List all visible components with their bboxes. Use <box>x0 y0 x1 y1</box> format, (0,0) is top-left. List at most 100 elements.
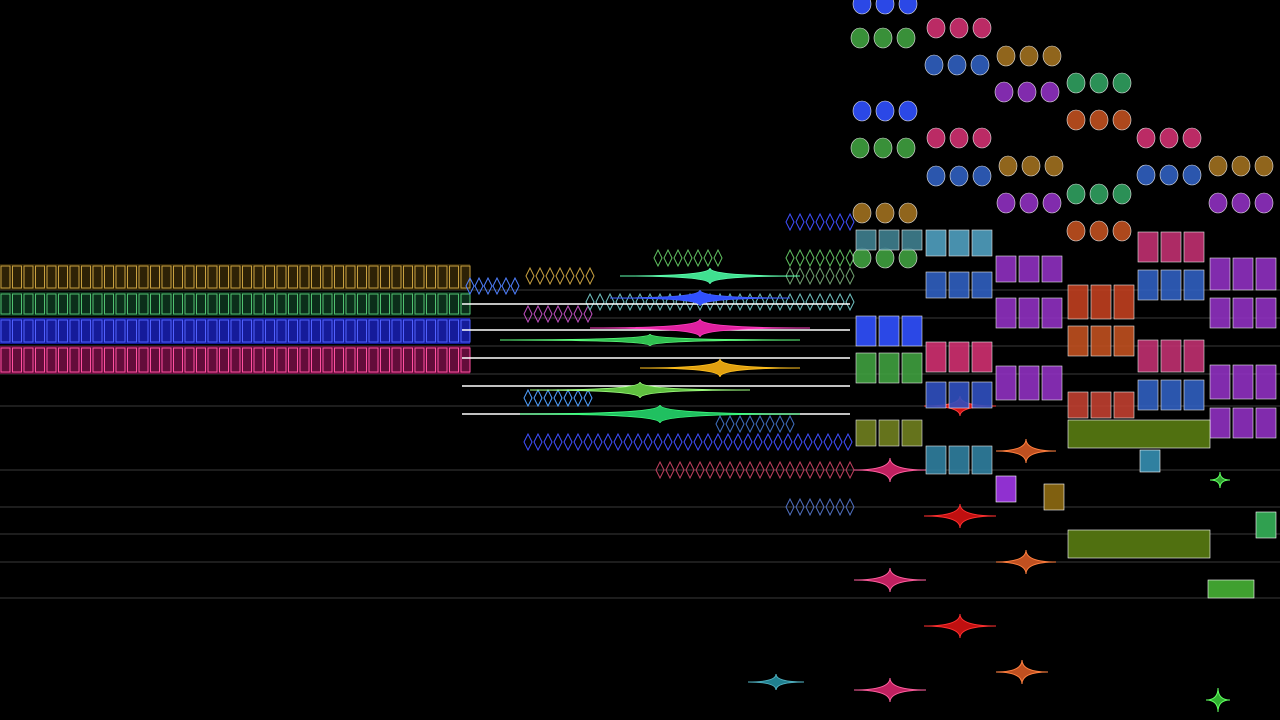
note-rect <box>23 347 34 373</box>
note-rect <box>92 347 103 373</box>
note-rect <box>46 265 57 289</box>
note-diamond <box>573 304 583 324</box>
note-rect <box>426 319 436 343</box>
note-circle <box>926 165 946 187</box>
note-circle <box>1042 45 1062 67</box>
note-rect <box>299 319 310 343</box>
note-rect <box>184 319 195 343</box>
note-rect <box>230 293 241 315</box>
note-circle <box>1044 155 1064 177</box>
note-diamond <box>785 460 795 480</box>
note-diamond <box>605 292 615 312</box>
note-square <box>1041 255 1063 283</box>
note-circle <box>850 137 870 159</box>
note-square <box>901 419 923 447</box>
note-circle <box>896 137 916 159</box>
note-diamond <box>693 432 703 452</box>
note-sparkle <box>1205 687 1231 713</box>
note-rect <box>58 265 68 289</box>
note-diamond <box>805 460 815 480</box>
note-circle <box>850 27 870 49</box>
note-circle <box>852 247 872 269</box>
note-circle <box>873 137 893 159</box>
note-square <box>1183 231 1205 263</box>
note-rect <box>414 265 425 289</box>
note-square <box>971 381 993 409</box>
note-square <box>948 341 970 373</box>
note-diamond <box>765 414 775 434</box>
note-rect <box>357 319 367 343</box>
note-rect <box>184 347 195 373</box>
note-rect <box>242 293 252 315</box>
note-rect <box>345 347 356 373</box>
note-diamond <box>523 304 533 324</box>
note-circle <box>1136 164 1156 186</box>
note-block <box>1043 483 1065 511</box>
note-diamond <box>543 304 553 324</box>
note-rect <box>207 319 218 343</box>
note-diamond <box>565 266 575 286</box>
note-diamond <box>705 460 715 480</box>
note-rect <box>46 319 57 343</box>
note-square <box>1113 284 1135 320</box>
note-rect <box>150 293 160 315</box>
note-diamond <box>655 292 665 312</box>
note-diamond <box>755 292 765 312</box>
note-square <box>1090 284 1112 320</box>
note-rect <box>138 293 149 315</box>
note-diamond <box>603 432 613 452</box>
note-square <box>1160 269 1182 301</box>
note-rect <box>242 347 252 373</box>
note-rect <box>299 347 310 373</box>
note-rect <box>196 293 206 315</box>
note-rect <box>81 347 91 373</box>
note-square <box>1232 257 1254 291</box>
note-rect <box>276 347 287 373</box>
note-circle <box>873 27 893 49</box>
note-rect <box>345 319 356 343</box>
note-rect <box>299 293 310 315</box>
note-rect <box>219 347 229 373</box>
note-sparkle <box>747 673 805 691</box>
note-rect <box>150 265 160 289</box>
note-circle <box>1089 220 1109 242</box>
note-diamond <box>835 497 845 517</box>
note-rect <box>35 265 45 289</box>
note-square <box>925 381 947 409</box>
note-diamond <box>755 460 765 480</box>
note-rect <box>69 265 80 289</box>
note-circle <box>1021 155 1041 177</box>
note-diamond <box>563 432 573 452</box>
note-diamond <box>745 414 755 434</box>
note-circle <box>1208 192 1228 214</box>
note-square <box>1232 297 1254 329</box>
note-rect <box>311 265 321 289</box>
note-circle <box>1254 155 1274 177</box>
note-diamond <box>585 292 595 312</box>
note-diamond <box>683 248 693 268</box>
note-diamond <box>845 212 855 232</box>
note-block <box>1207 579 1255 599</box>
note-rect <box>368 265 379 289</box>
note-rect <box>322 265 333 289</box>
note-rect <box>414 347 425 373</box>
note-diamond <box>553 432 563 452</box>
note-diamond <box>725 414 735 434</box>
note-diamond <box>813 432 823 452</box>
note-rect <box>127 347 137 373</box>
note-rect <box>311 319 321 343</box>
note-circle <box>875 100 895 122</box>
note-diamond <box>803 432 813 452</box>
note-diamond <box>815 460 825 480</box>
note-circle <box>994 81 1014 103</box>
note-square <box>1255 407 1277 439</box>
note-rect <box>35 347 45 373</box>
note-rect <box>460 319 471 343</box>
note-circle <box>1089 72 1109 94</box>
note-rect <box>230 265 241 289</box>
note-diamond <box>623 432 633 452</box>
note-diamond <box>795 497 805 517</box>
note-circle <box>1112 109 1132 131</box>
note-diamond <box>533 432 543 452</box>
note-diamond <box>663 432 673 452</box>
